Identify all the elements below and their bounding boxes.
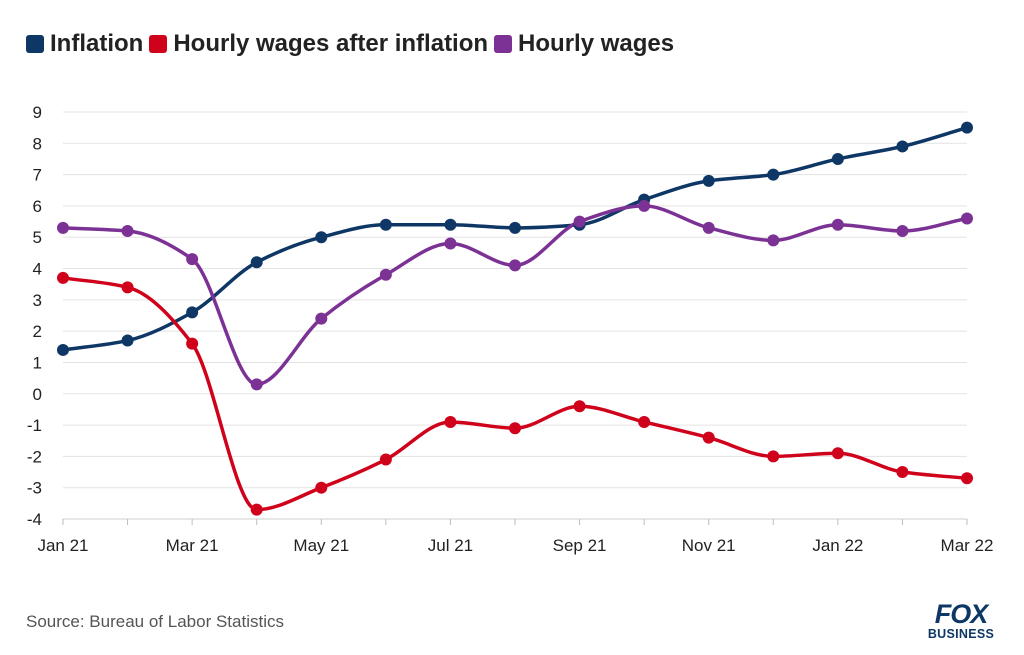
data-point (638, 199, 651, 212)
source-note: Source: Bureau of Labor Statistics (26, 612, 284, 631)
series-line (61, 276, 969, 512)
data-point (444, 237, 457, 250)
data-point (57, 271, 69, 284)
data-point (186, 306, 199, 319)
legend-swatch (494, 35, 513, 53)
x-tick-label: Jan 21 (37, 536, 88, 555)
y-tick-label: 3 (33, 291, 42, 310)
y-tick-label: -3 (27, 479, 42, 498)
data-point (509, 221, 521, 234)
x-tick-label: Mar 21 (166, 536, 219, 555)
legend: Inflation Hourly wages after inflation Hou… (26, 30, 680, 58)
fox-business-logo: FOX BUSINESS (928, 599, 994, 641)
y-tick-label: 0 (33, 385, 42, 404)
data-point (121, 224, 134, 237)
data-point (509, 422, 521, 435)
x-tick-label: Jan 22 (812, 536, 863, 555)
data-point (767, 234, 780, 247)
data-point (831, 447, 844, 460)
y-tick-label: 4 (33, 260, 42, 279)
y-tick-label: 8 (33, 134, 42, 153)
data-point (702, 431, 715, 444)
data-point (638, 415, 651, 428)
y-tick-label: 1 (33, 353, 42, 372)
x-tick-label: Jul 21 (428, 536, 473, 555)
data-point (509, 259, 521, 272)
data-point (250, 378, 263, 391)
data-point (573, 400, 586, 413)
y-tick-label: -1 (27, 416, 42, 435)
data-point (121, 281, 134, 294)
data-point (702, 174, 715, 187)
legend-swatch (26, 35, 44, 53)
y-tick-label: 6 (33, 197, 42, 216)
legend-item: Inflation (26, 30, 143, 58)
logo-line2: BUSINESS (928, 627, 994, 641)
data-point (379, 453, 392, 466)
y-tick-label: -2 (27, 447, 42, 466)
y-tick-label: -4 (27, 510, 42, 529)
series-line (61, 125, 969, 352)
data-point (961, 212, 973, 225)
data-point (831, 152, 844, 165)
data-point (573, 215, 586, 228)
data-point (57, 343, 69, 356)
x-tick-label: Nov 21 (682, 536, 736, 555)
data-point (831, 218, 844, 231)
data-point (315, 231, 328, 244)
legend-item: Hourly wages (494, 30, 674, 58)
data-point (379, 268, 392, 281)
data-point (379, 218, 392, 231)
data-point (250, 256, 263, 269)
data-point (186, 253, 199, 266)
data-point (767, 450, 780, 463)
data-point (444, 218, 457, 231)
series-line (61, 204, 969, 387)
data-point (186, 337, 199, 350)
y-tick-label: 7 (33, 166, 42, 185)
x-tick-label: May 21 (293, 536, 349, 555)
legend-label: Hourly wages (518, 30, 675, 57)
data-point (767, 168, 780, 181)
y-tick-label: 9 (33, 103, 42, 122)
data-point (702, 221, 715, 234)
data-point (57, 221, 69, 234)
legend-item: Hourly wages after inflation (149, 30, 488, 58)
y-tick-label: 5 (33, 228, 42, 247)
data-point (250, 503, 263, 516)
data-point (896, 140, 909, 153)
legend-label: Inflation (50, 30, 144, 57)
legend-label: Hourly wages after inflation (173, 30, 489, 57)
line-chart: -4 -3 -2 -1 0 1 2 3 4 5 6 7 8 9 Jan 21 Mar 21 May 21 Jul … (27, 103, 994, 555)
data-point (961, 121, 973, 134)
data-point (315, 312, 328, 325)
data-point (444, 415, 457, 428)
data-point (961, 472, 973, 485)
data-point (315, 481, 328, 494)
data-point (896, 466, 909, 479)
x-tick-label: Sep 21 (553, 536, 607, 555)
legend-swatch (149, 35, 168, 53)
x-tick-label: Mar 22 (941, 536, 994, 555)
data-point (121, 334, 134, 347)
data-point (896, 224, 909, 237)
y-tick-label: 2 (33, 322, 42, 341)
logo-line1: FOX (935, 599, 990, 629)
